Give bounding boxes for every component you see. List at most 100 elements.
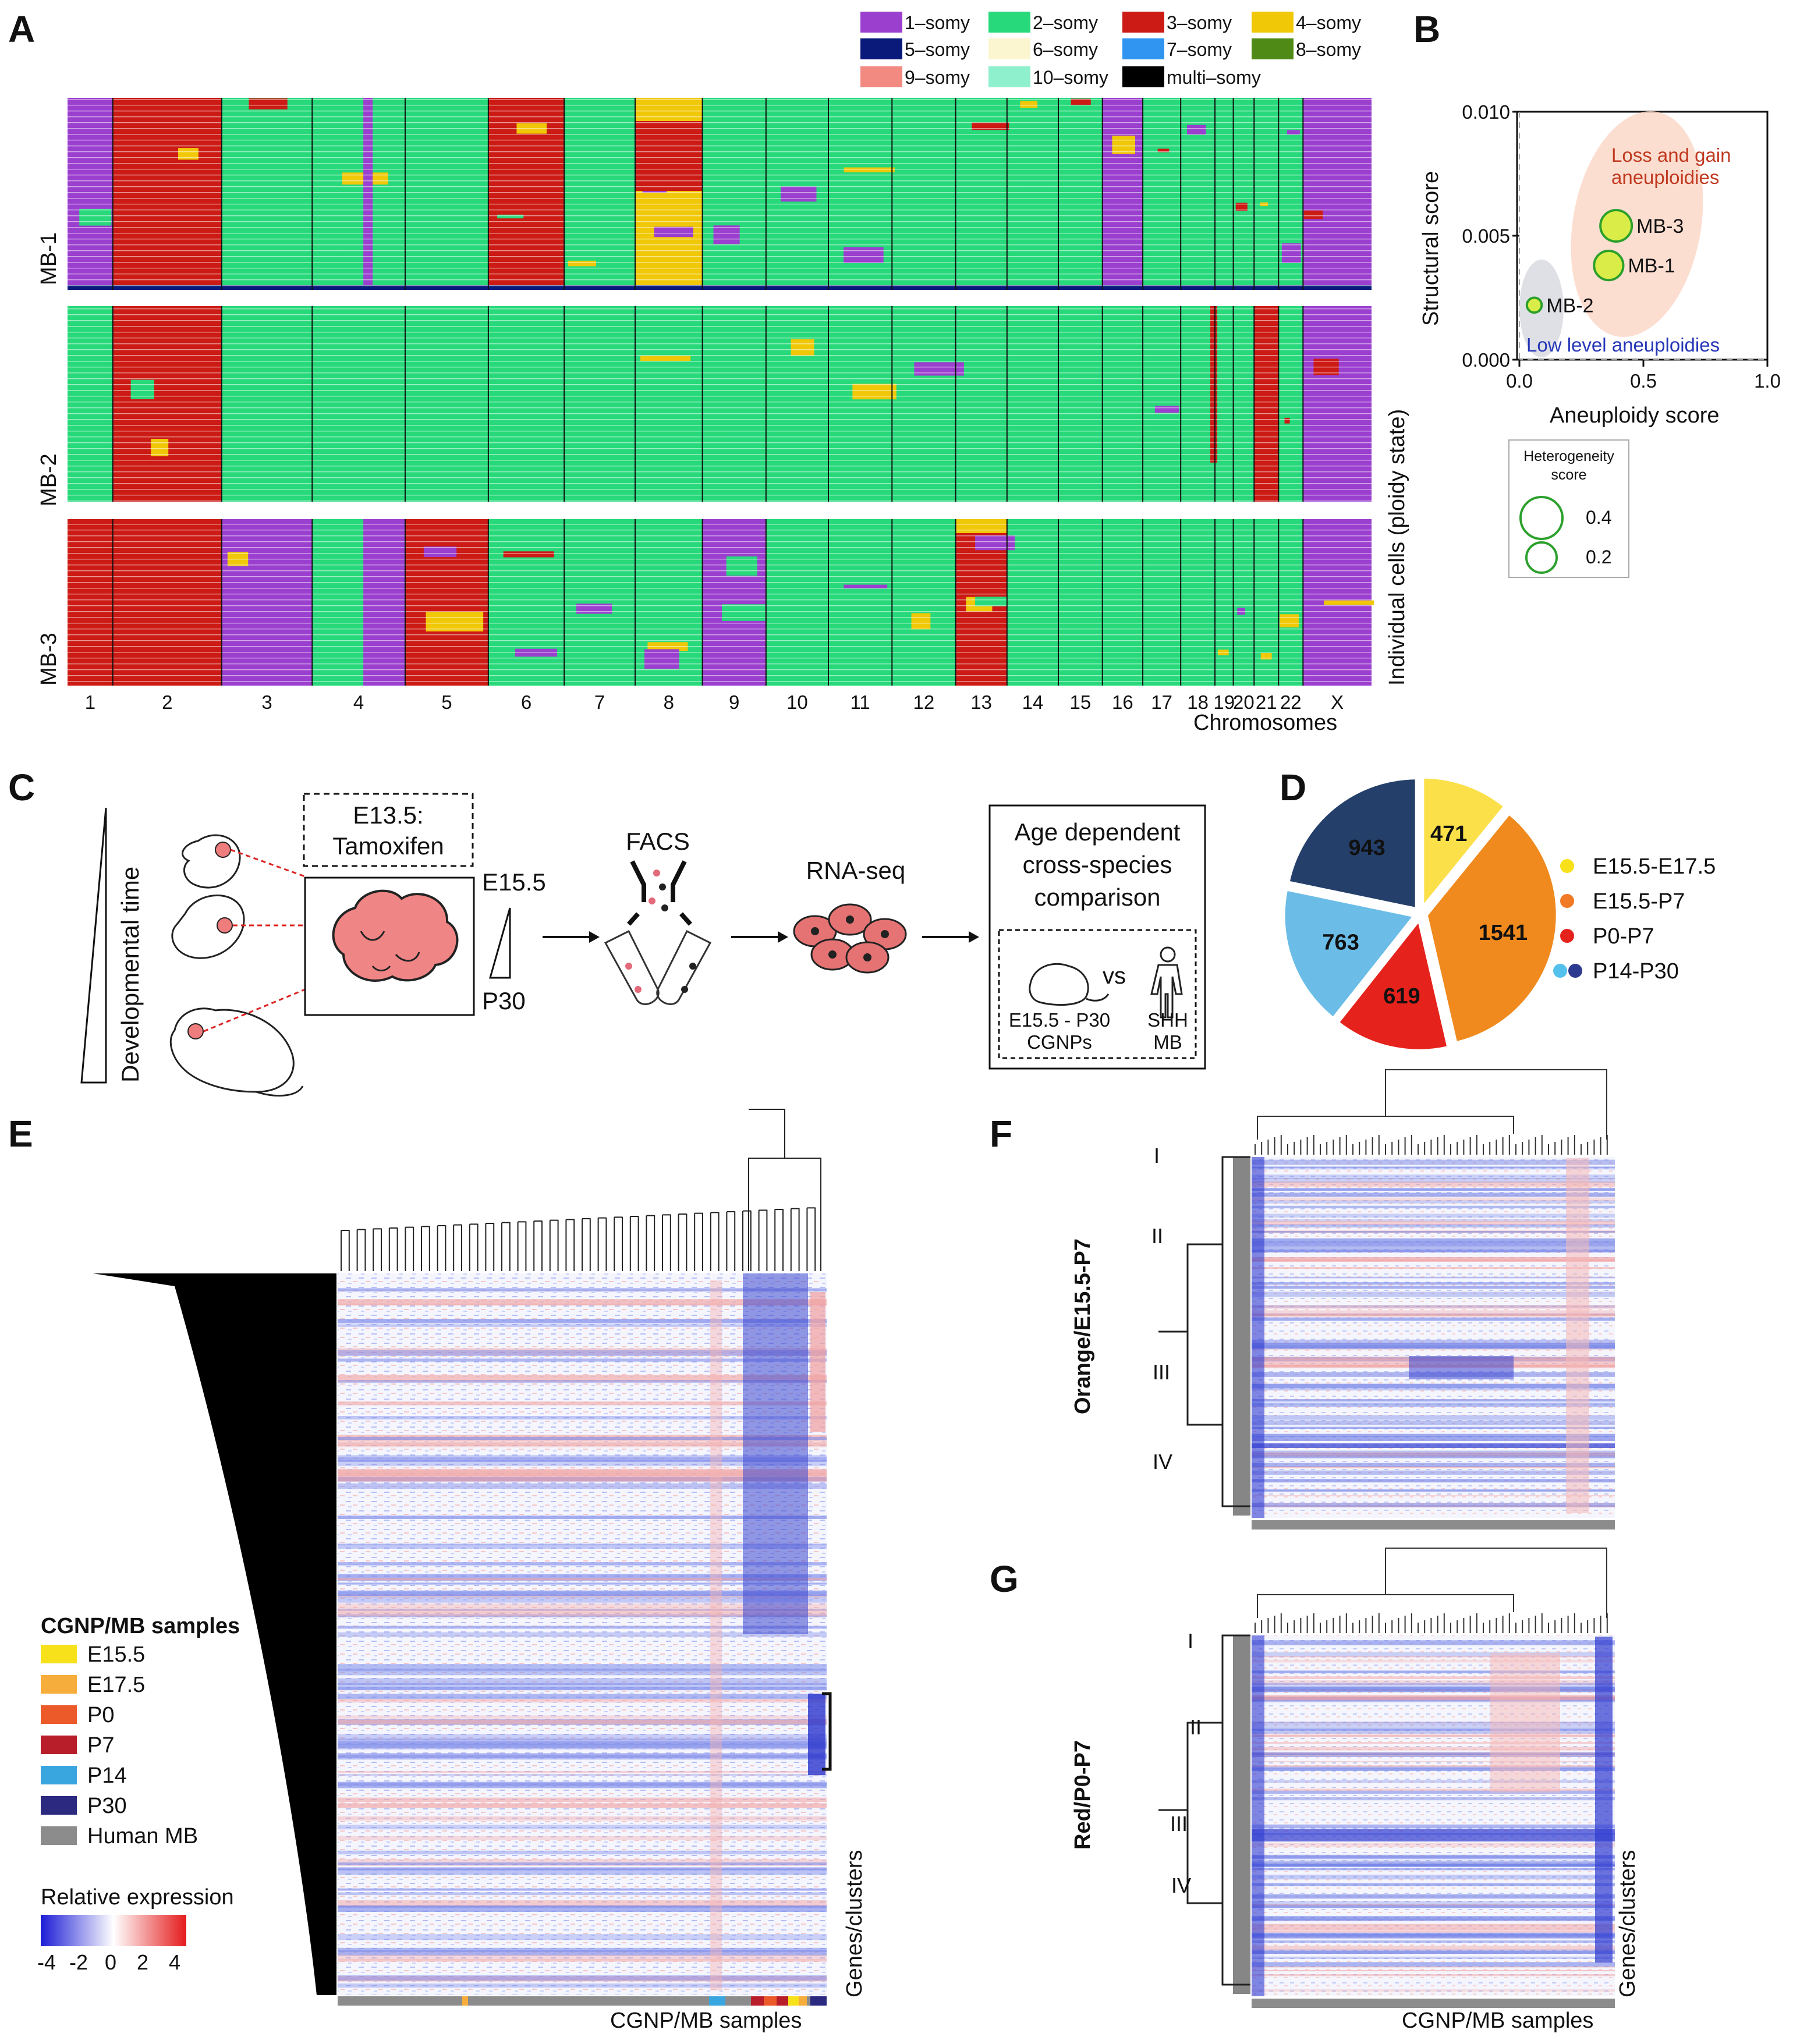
expression-band	[338, 1303, 827, 1305]
panel-a-karyograms	[68, 98, 1374, 686]
cells-icon	[793, 903, 907, 974]
expression-band	[338, 1350, 827, 1357]
expression-band	[1252, 1426, 1615, 1429]
expression-band	[1252, 1479, 1615, 1483]
sample-label: Human MB	[87, 1824, 198, 1848]
pie-label-471: 471	[1430, 822, 1467, 846]
expression-band	[338, 1905, 827, 1908]
expression-band	[1252, 1864, 1615, 1868]
y-tick-label: 0.000	[1462, 349, 1510, 371]
expression-band	[338, 1562, 827, 1565]
pie-slice-471	[1420, 775, 1508, 914]
expression-band	[338, 1867, 827, 1871]
expression-band	[1252, 1167, 1615, 1170]
expression-band	[1252, 1780, 1615, 1783]
expression-block	[710, 1280, 722, 1990]
pie-legend-label: E15.5-E17.5	[1593, 854, 1716, 879]
p30-label: P30	[482, 987, 526, 1014]
expression-band	[338, 1868, 827, 1875]
expression-band	[1252, 1181, 1615, 1187]
karyogram-mb3	[68, 519, 1374, 686]
expression-band	[338, 1699, 827, 1703]
sample-swatch	[41, 1645, 77, 1663]
expression-band	[1252, 1924, 1615, 1926]
expression-band	[1252, 1195, 1615, 1197]
legend-label-7somy: 7–somy	[1167, 39, 1232, 60]
human-label-2: MB	[1153, 1031, 1182, 1053]
size-legend-title-2: score	[1551, 467, 1586, 483]
sample-bar-segment	[709, 1996, 725, 2006]
sample-bar-segment	[788, 1996, 799, 2006]
expression-band	[1252, 1640, 1615, 1645]
expression-band	[1252, 1241, 1615, 1247]
expression-band	[1252, 1466, 1615, 1468]
expression-band	[1252, 1384, 1615, 1387]
legend-label-3somy: 3–somy	[1167, 12, 1232, 33]
expression-band	[1252, 1503, 1615, 1507]
expression-band	[1252, 1205, 1615, 1209]
loss-gain-annotation-2: aneuploidies	[1611, 166, 1719, 188]
expression-band	[338, 1319, 827, 1323]
expression-band	[338, 1626, 827, 1629]
mouse-label-1: E15.5 - P30	[1009, 1009, 1110, 1031]
pie-legend-dot	[1553, 964, 1567, 978]
expression-block	[1490, 1653, 1560, 1793]
expression-band	[338, 1379, 827, 1383]
panel-c-schematic: Developmental time E13.5: Tamoxifen E15.…	[80, 793, 1206, 1097]
panel-d-pie: 471 1541 619 763 943	[1281, 775, 1560, 1053]
chromosome-label-7: 7	[594, 691, 605, 713]
sample-legend-e: CGNP/MB samples E15.5 E17.5 P0 P7 P14 P30 Huma…	[37, 1614, 240, 1974]
legend-swatch-8somy	[1252, 38, 1294, 59]
expression-band	[338, 1544, 827, 1549]
panel-e-heatmap: CGNP/MB samples Genes/clusters	[93, 1109, 867, 2033]
expression-band	[338, 1455, 827, 1458]
cluster-g-4: IV	[1171, 1873, 1191, 1897]
row-dendrogram-g	[1158, 1634, 1250, 1994]
sample-bar-e	[338, 1996, 827, 2006]
cluster-f-3: III	[1153, 1360, 1170, 1384]
expression-band	[1252, 1687, 1615, 1690]
expression-band	[1252, 1861, 1615, 1866]
cluster-f-2: II	[1151, 1224, 1163, 1248]
cluster-g-3: III	[1170, 1812, 1188, 1836]
e155-label: E15.5	[482, 868, 546, 896]
expression-band	[338, 1741, 827, 1748]
expression-band	[338, 1416, 827, 1420]
x-axis-label-e: CGNP/MB samples	[610, 2008, 802, 2033]
legend-label-6somy: 6–somy	[1033, 39, 1098, 60]
expression-band	[338, 1975, 827, 1982]
expression-band	[338, 1436, 827, 1440]
expression-band	[1252, 1956, 1615, 1960]
expression-band	[1252, 1433, 1615, 1437]
expression-band	[1252, 1734, 1615, 1737]
legend-label-8somy: 8–somy	[1296, 39, 1361, 60]
pie-legend-dot	[1560, 859, 1574, 873]
expression-band	[1252, 1266, 1615, 1269]
expression-block	[1252, 1635, 1264, 1996]
tamoxifen-line-1: E13.5:	[353, 801, 423, 829]
expression-band	[1252, 1495, 1615, 1497]
expression-block	[1409, 1356, 1514, 1379]
expression-band	[338, 1614, 827, 1617]
row-dendrogram-f	[1158, 1156, 1250, 1516]
y-axis-label-g-genes: Genes/clusters	[1615, 1850, 1640, 1997]
tamoxifen-box	[303, 793, 474, 867]
expression-band	[1252, 1915, 1615, 1919]
expression-band	[1252, 1752, 1615, 1755]
expression-band	[1252, 1383, 1615, 1389]
expression-band	[338, 1850, 827, 1855]
expression-band	[1252, 1765, 1615, 1768]
chromosome-label-6: 6	[521, 691, 531, 713]
row-dendrogram-wedge	[93, 1273, 336, 1995]
sample-bar-segment	[777, 1996, 788, 2006]
expression-band	[338, 1734, 827, 1741]
time-wedge-small	[489, 907, 511, 979]
chromosome-label-21: 21	[1256, 691, 1277, 713]
sample-bar-segment	[751, 1996, 764, 2006]
pie-slice-943	[1285, 776, 1419, 911]
expression-band	[338, 1288, 827, 1291]
panel-label-f: F	[990, 1113, 1012, 1155]
chromosome-label-13: 13	[970, 691, 992, 713]
expression-band	[1252, 1238, 1615, 1243]
cluster-g-2: II	[1190, 1715, 1202, 1739]
